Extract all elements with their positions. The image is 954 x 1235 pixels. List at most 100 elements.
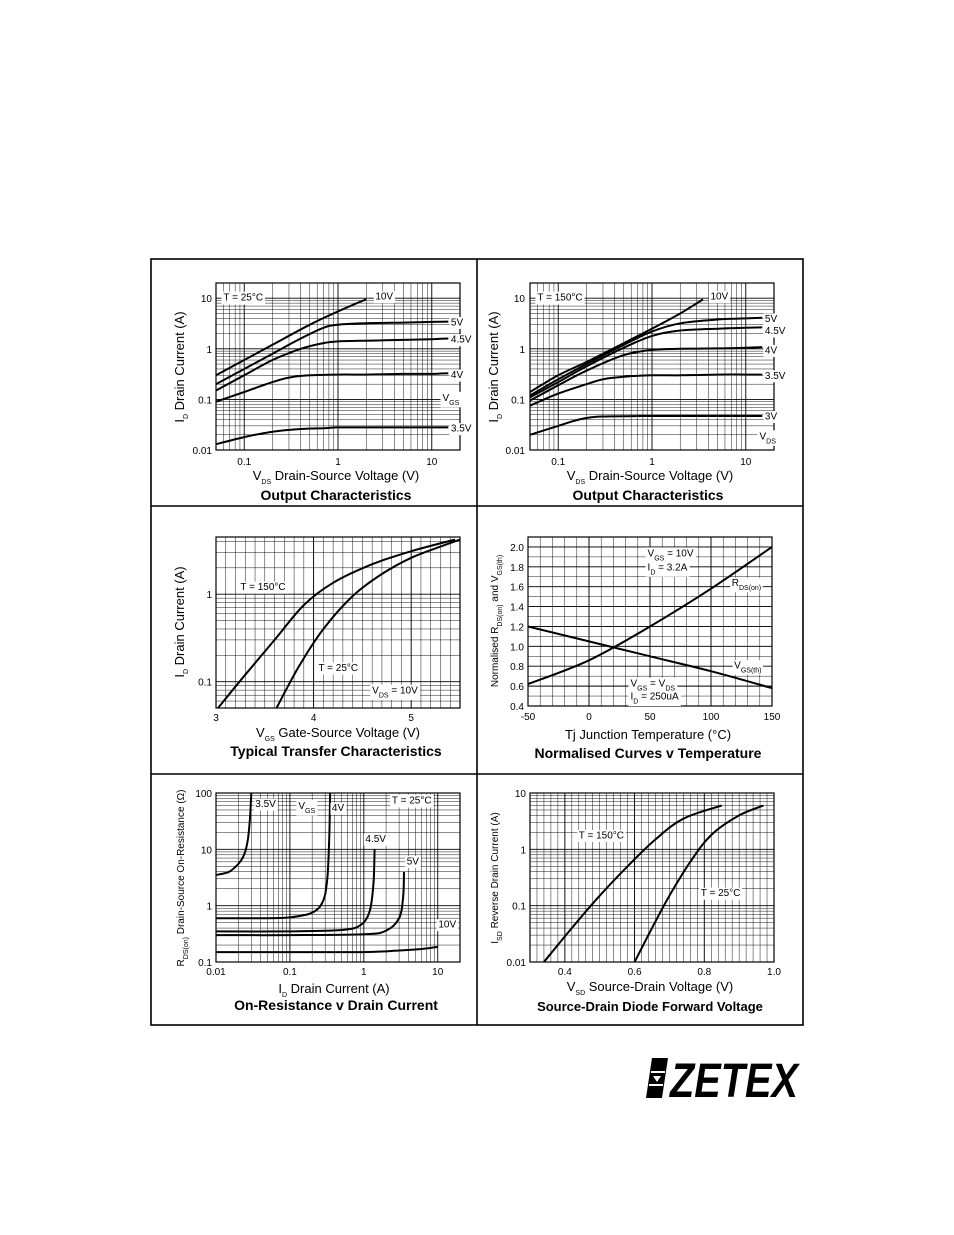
x-tick-label: 0.1 <box>283 967 297 978</box>
y-axis-label: ID Drain Current (A) <box>172 311 190 422</box>
zetex-logo-mark <box>646 1058 668 1098</box>
x-tick-label: 1.0 <box>767 967 781 978</box>
annotation-bg <box>296 799 318 816</box>
series-label: VGS(th) <box>734 661 761 675</box>
series-label: T = 25°C <box>701 888 741 899</box>
annotation: T = 150°C <box>537 293 582 304</box>
y-axis-label: RDS(on) Drain-Source On-Resistance (Ω) <box>176 790 190 967</box>
y-tick-label: 0.1 <box>511 395 525 406</box>
series-label-bg <box>699 887 742 900</box>
annotation-bg <box>645 547 696 563</box>
series-label: 3.5V <box>255 799 276 810</box>
series-label-bg <box>577 829 626 842</box>
annotation: VGS = 10V <box>648 548 694 562</box>
x-tick-label: 3 <box>213 713 219 724</box>
series-label-bg <box>763 410 779 423</box>
annotation: ID = 3.2A <box>648 562 688 576</box>
x-axis-label: ID Drain Current (A) <box>278 981 389 999</box>
y-tick-label: 0.1 <box>512 902 526 913</box>
plot-border <box>529 792 775 963</box>
series-label: 4V <box>765 345 778 356</box>
x-tick-label: 100 <box>703 712 720 723</box>
grid <box>530 793 774 962</box>
y-tick-label: 1.2 <box>510 622 524 633</box>
y-tick-label: 1 <box>519 345 525 356</box>
series-label-bg <box>763 313 779 326</box>
x-tick-label: 1 <box>335 457 341 468</box>
x-axis-label: VGS Gate-Source Voltage (V) <box>256 725 420 743</box>
y-tick-label: 1.8 <box>510 563 524 574</box>
y-tick-label: 1 <box>520 845 526 856</box>
chart-diode-forward-voltage: 0.4 0.6 0.8 1.0 0.01 0.1 1 10 VSD Source-Drain V… <box>490 789 781 1014</box>
x-tick-label: 0.6 <box>628 967 642 978</box>
series-label: 5V <box>407 857 420 868</box>
annotation: ID = 250uA <box>630 692 678 706</box>
y-axis-label: ISD Reverse Drain Current (A) <box>490 812 504 943</box>
x-tick-label: 0.1 <box>237 457 251 468</box>
series-label-bg <box>708 291 731 304</box>
series-label-bg <box>449 423 474 436</box>
series-label-bg <box>763 325 788 338</box>
series-label-bg <box>732 660 763 675</box>
y-axis-label: ID Drain Current (A) <box>172 566 190 677</box>
zetex-logo-text: ZETEX <box>668 1055 800 1108</box>
series-label-bg <box>330 802 346 815</box>
y-tick-label: 10 <box>514 294 526 305</box>
series-label: 4.5V <box>451 335 472 346</box>
y-tick-label: 0.01 <box>193 446 213 457</box>
chart-title: Output Characteristics <box>573 487 724 503</box>
series-label-bg <box>373 291 395 304</box>
grid <box>216 283 460 450</box>
plot-border <box>215 282 461 451</box>
y-axis-label: ID Drain Current (A) <box>486 311 504 422</box>
series-label-bg <box>238 581 288 594</box>
series-label: 10V <box>710 292 728 303</box>
series-label: 10V <box>438 920 456 931</box>
annotation-bg <box>757 430 779 446</box>
x-tick-label: -50 <box>521 712 536 723</box>
series-line-3 <box>529 346 763 402</box>
annotation-bg <box>221 291 266 305</box>
y-tick-label: 10 <box>201 294 213 305</box>
series-line-1 <box>527 625 773 690</box>
series-line-1 <box>215 320 449 386</box>
y-axis-label: Normalised RDS(on) and VGS(th) <box>490 555 504 687</box>
x-tick-label: 0.1 <box>551 457 565 468</box>
x-tick-label: 0.8 <box>697 967 711 978</box>
x-tick-label: 10 <box>432 967 444 978</box>
y-tick-label: 1.0 <box>510 642 524 653</box>
series-label: 5V <box>765 314 778 325</box>
series-label-bg <box>763 370 788 383</box>
annotation: T = 25°C <box>223 293 263 304</box>
annotation-bg <box>370 684 421 701</box>
x-tick-label: 1 <box>649 457 655 468</box>
annotation: VGS <box>298 801 315 815</box>
x-tick-label: 0.4 <box>558 967 572 978</box>
series-label-bg <box>449 334 474 347</box>
series-line-1 <box>275 538 461 709</box>
y-tick-label: 1 <box>206 902 212 913</box>
annotation-bg <box>645 561 690 577</box>
series-line-0 <box>217 538 456 709</box>
series-line-5 <box>529 414 763 436</box>
series-line-3 <box>215 871 405 937</box>
zetex-logo: ZETEX <box>646 1055 800 1108</box>
x-axis-label: VSD Source-Drain Voltage (V) <box>567 979 734 997</box>
series-label-bg <box>436 919 459 932</box>
plot-border <box>215 536 461 709</box>
series-label: T = 25°C <box>318 663 358 674</box>
chart-output-characteristics-25c: 0.1 1 10 0.01 0.1 1 10 VDS Drain-Source Voltage… <box>172 282 474 503</box>
series-line-1 <box>215 792 332 920</box>
series-label-bg <box>405 856 421 869</box>
grid <box>216 537 460 708</box>
series-line-4 <box>215 426 449 446</box>
annotation: VDS = 10V <box>372 686 418 700</box>
y-tick-label: 100 <box>195 789 212 800</box>
series-label: 4V <box>332 803 345 814</box>
annotation: VGS <box>442 393 459 407</box>
chart-title: Typical Transfer Characteristics <box>230 743 442 759</box>
chart-output-characteristics-150c: 0.1 1 10 0.01 0.1 1 10 VDS Drain-Source Voltage… <box>486 282 788 503</box>
x-tick-label: 4 <box>311 713 317 724</box>
y-tick-label: 2.0 <box>510 543 524 554</box>
